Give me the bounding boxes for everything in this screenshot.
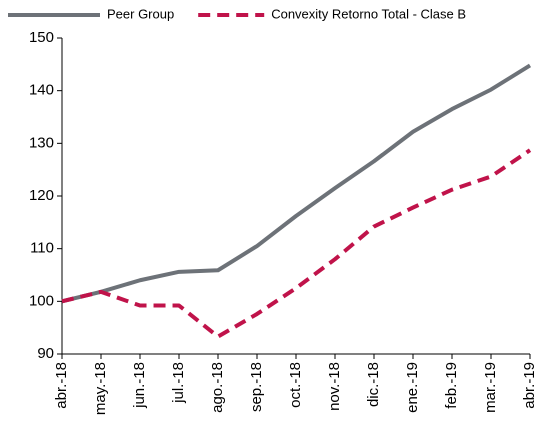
y-tick-label: 110 bbox=[30, 240, 54, 257]
y-tick-label: 130 bbox=[29, 134, 54, 151]
x-tick-label: nov.-18 bbox=[326, 362, 343, 411]
x-tick-label: may.-18 bbox=[92, 362, 109, 415]
legend-label: Peer Group bbox=[107, 6, 174, 21]
y-tick-label: 90 bbox=[37, 345, 54, 362]
x-tick-label: ago.-18 bbox=[209, 362, 226, 413]
x-tick-label: oct.-18 bbox=[287, 362, 304, 408]
x-tick-label: sep.-18 bbox=[248, 362, 265, 412]
x-tick-label: mar.-19 bbox=[482, 362, 499, 413]
line-series bbox=[61, 63, 532, 304]
y-tick-label: 120 bbox=[29, 187, 54, 204]
y-tick-label: 140 bbox=[29, 82, 54, 99]
x-tick-label: abr.-18 bbox=[53, 362, 70, 409]
line-series bbox=[61, 148, 532, 339]
y-tick-label: 100 bbox=[29, 292, 54, 309]
x-tick-label: jun.-18 bbox=[131, 362, 148, 409]
x-tick-label: dic.-18 bbox=[365, 362, 382, 407]
y-tick-label: 150 bbox=[29, 29, 54, 46]
x-tick-label: ene.-19 bbox=[404, 362, 421, 413]
x-tick-label: feb.-19 bbox=[443, 362, 460, 409]
x-tick-label: abr.-19 bbox=[521, 362, 538, 409]
legend-label: Convexity Retorno Total - Clase B bbox=[271, 6, 466, 21]
x-tick-label: jul.-18 bbox=[170, 362, 187, 404]
